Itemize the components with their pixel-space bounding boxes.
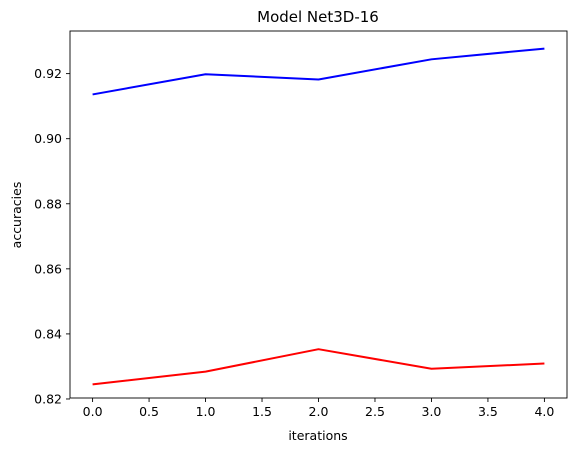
- y-axis-label: accuracies: [9, 182, 24, 249]
- x-tick-label: 3.0: [422, 404, 442, 419]
- chart-title: Model Net3D-16: [257, 8, 379, 26]
- y-tick-label: 0.82: [34, 391, 62, 406]
- x-tick-label: 4.0: [534, 404, 554, 419]
- y-axis: 0.82 0.84 0.86 0.88 0.90 0.92: [34, 66, 70, 406]
- x-axis: 0.0 0.5 1.0 1.5 2.0 2.5 3.0 3.5 4.0: [83, 398, 554, 419]
- y-tick-label: 0.90: [34, 131, 62, 146]
- series-line-2: [92, 348, 545, 386]
- x-tick-label: 2.5: [365, 404, 385, 419]
- x-tick-label: 1.0: [196, 404, 216, 419]
- y-tick-label: 0.88: [34, 196, 62, 211]
- y-tick-label: 0.86: [34, 261, 62, 276]
- y-tick-label: 0.84: [34, 326, 62, 341]
- x-tick-label: 0.5: [139, 404, 159, 419]
- x-tick-label: 0.0: [83, 404, 103, 419]
- x-tick-label: 2.0: [309, 404, 329, 419]
- x-tick-label: 3.5: [478, 404, 498, 419]
- x-axis-label: iterations: [288, 428, 347, 443]
- y-tick-label: 0.92: [34, 66, 62, 81]
- x-tick-label: 1.5: [252, 404, 272, 419]
- series-line-1: [92, 47, 545, 96]
- series-layer: [92, 47, 545, 386]
